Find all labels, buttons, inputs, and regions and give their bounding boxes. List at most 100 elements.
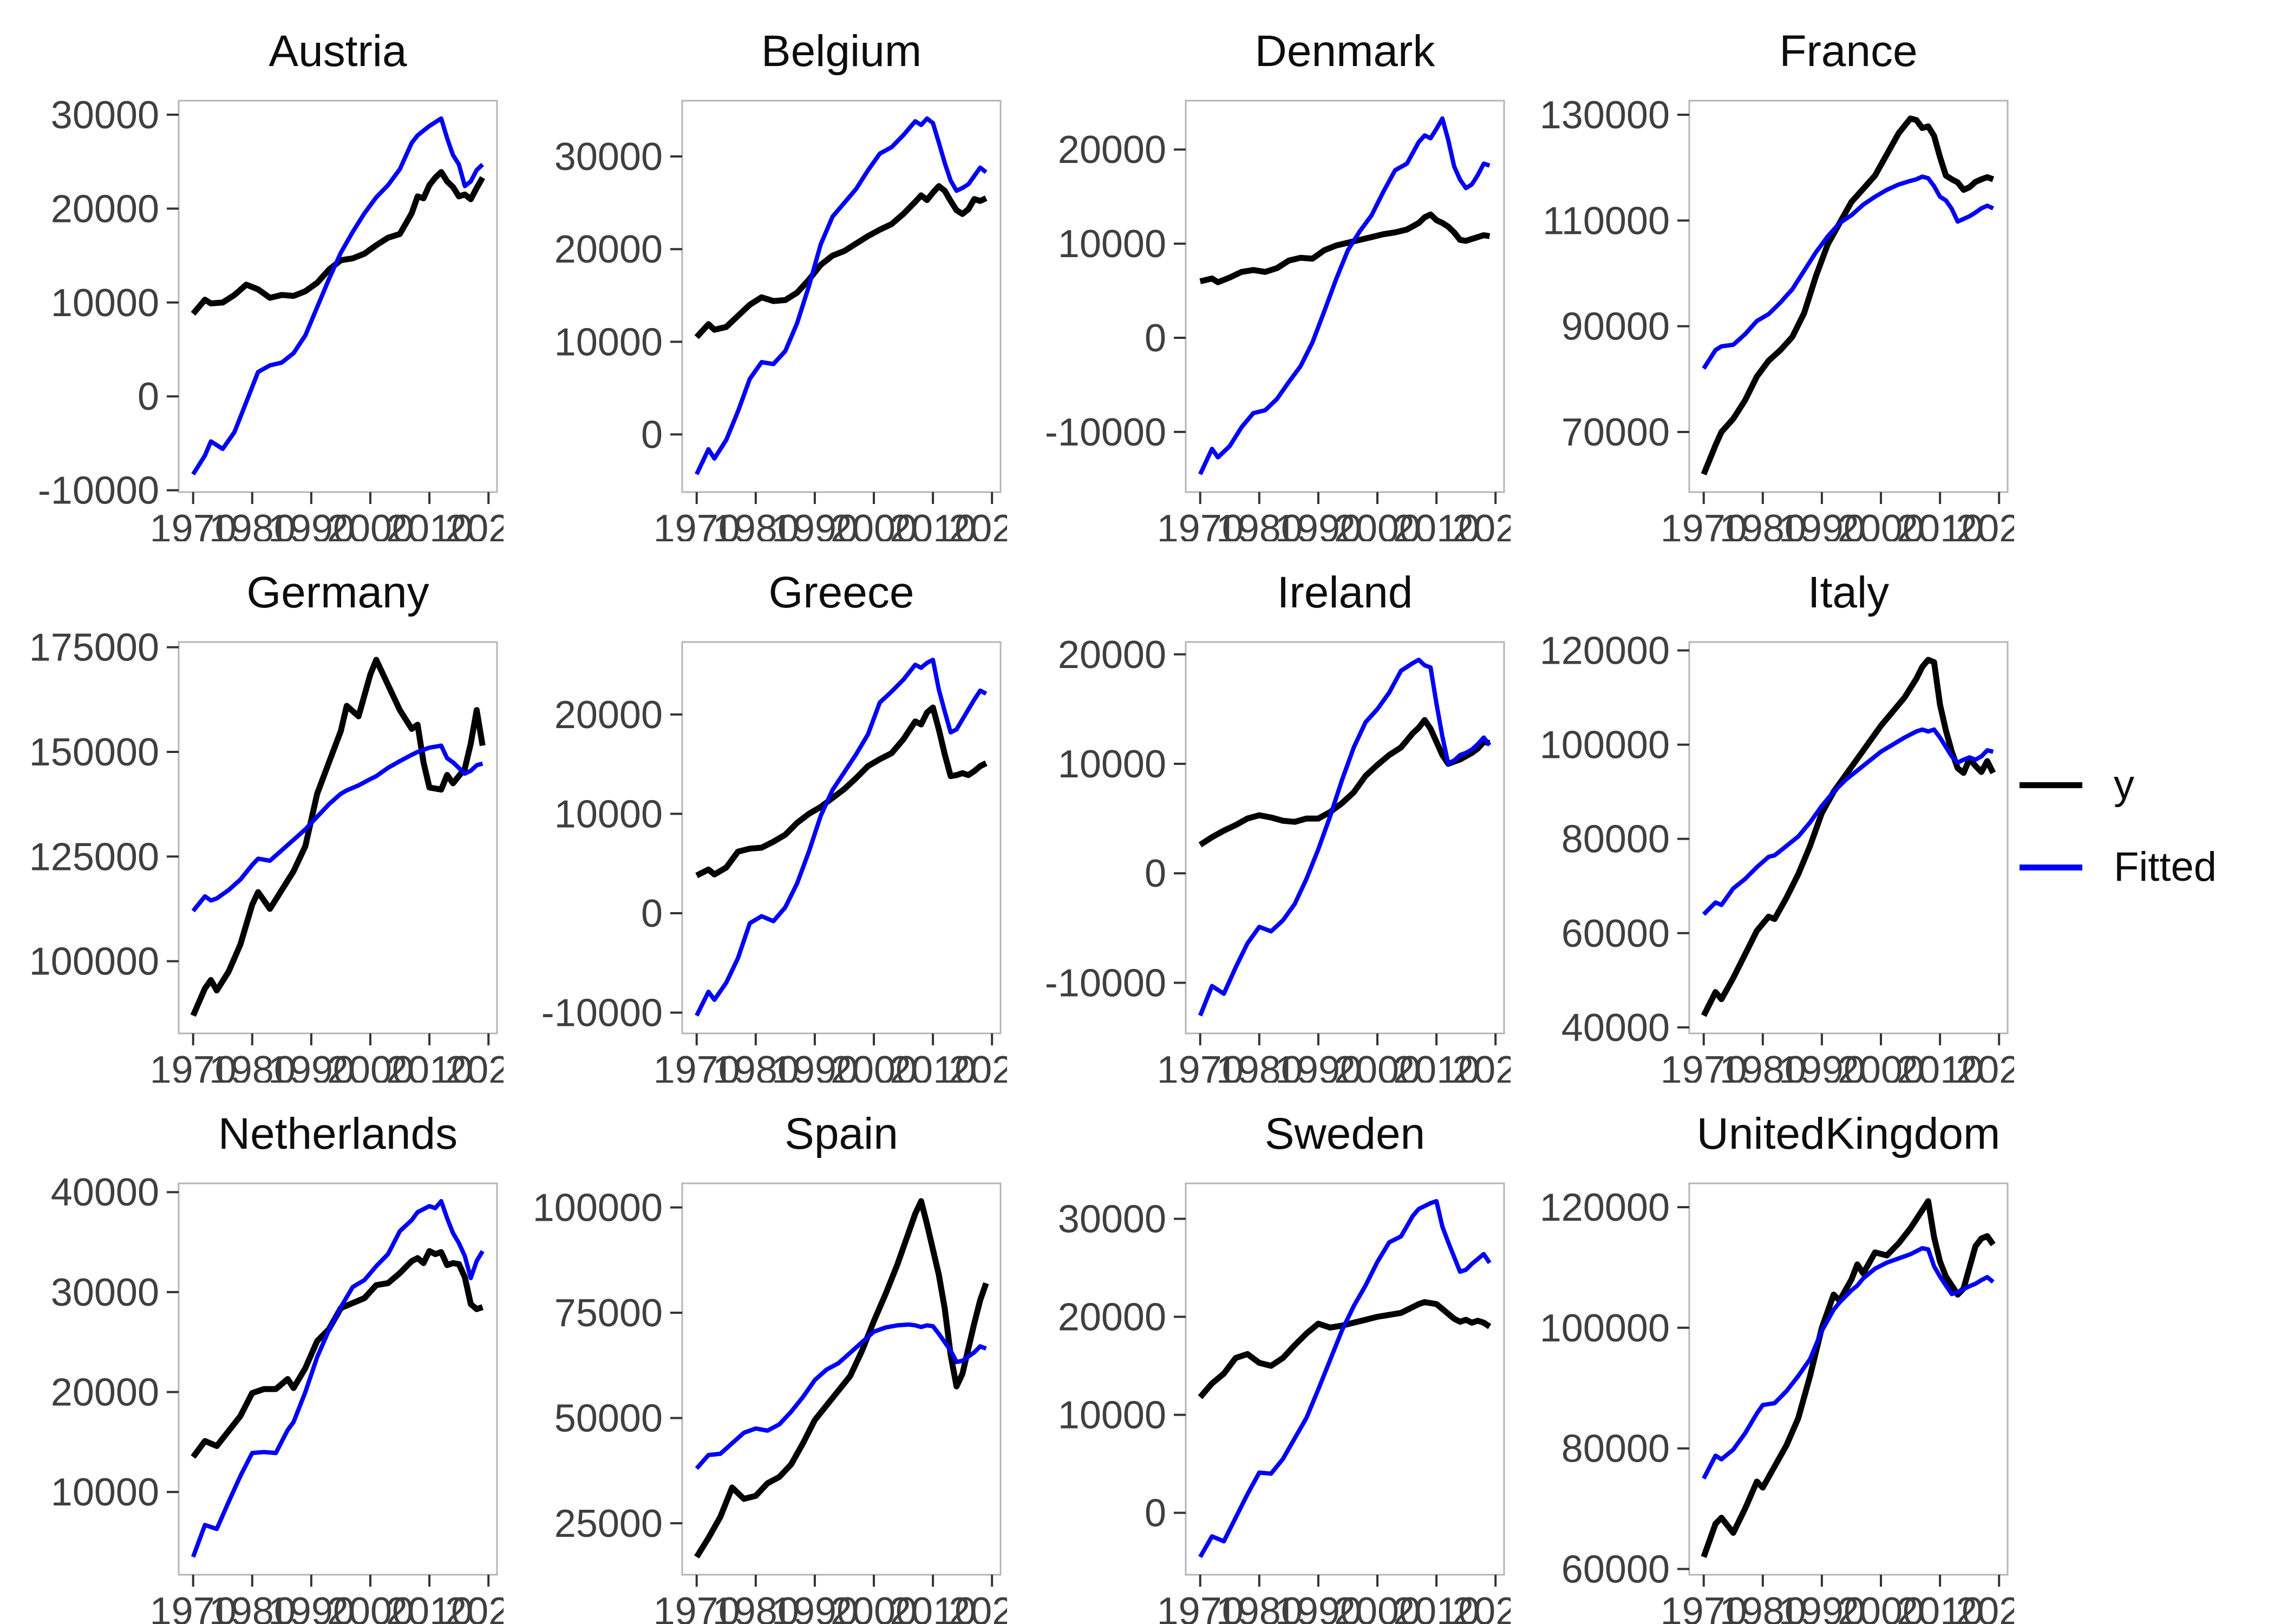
- y-tick-label: 30000: [554, 135, 663, 179]
- x-tick-label: 2000: [831, 1049, 917, 1083]
- x-tick-label: 2010: [1393, 507, 1480, 541]
- x-tick-label: 2020: [1956, 1590, 2014, 1624]
- series-line-fitted: [191, 116, 485, 476]
- x-tick-label: 1990: [772, 1049, 858, 1083]
- y-tick-label: 20000: [51, 187, 159, 231]
- x-tick-label: 1990: [1275, 1049, 1362, 1083]
- facet-plot: Denmark -10000 0 10000 20000 1970198019902000…: [1045, 27, 1511, 541]
- y-tick-label: 10000: [1058, 222, 1166, 266]
- facet-austria: Austria -10000 0 10000 20000 30000 1970 1980 199…: [0, 0, 504, 541]
- panel-border: [1688, 1182, 2009, 1576]
- x-tick-label: 1970: [1157, 507, 1244, 541]
- x-tick-label: 2010: [1897, 1049, 1983, 1083]
- x-tick-label: 2010: [386, 507, 473, 541]
- series-line-y: [1701, 657, 1996, 1017]
- facet-title: Netherlands: [218, 1109, 458, 1158]
- x-tick-label: 1980: [713, 1049, 799, 1083]
- facet-title: Denmark: [1255, 27, 1436, 76]
- facet-grid: Austria -10000 0 10000 20000 30000 1970 1980 199…: [0, 0, 2014, 1624]
- series-line-y: [1198, 1299, 1492, 1399]
- y-tick-label: 0: [138, 375, 159, 418]
- x-tick-label: 1980: [1720, 1049, 1806, 1083]
- facet-title: Sweden: [1265, 1109, 1425, 1158]
- facet-plot: Ireland -10000 0 10000 20000 1970198019902000…: [1045, 568, 1511, 1083]
- y-tick-label: 150000: [29, 731, 159, 774]
- x-tick-label: 2000: [327, 507, 414, 541]
- facet-italy: Italy 40000 60000 80000 100000 120000 1970 1980…: [1511, 541, 2014, 1083]
- facet-plot: Italy 40000 60000 80000 100000 120000 19701980…: [1540, 568, 2014, 1083]
- legend-label-y: y: [2114, 762, 2134, 808]
- facet-plot: Austria -10000 0 10000 20000 30000 19701980199…: [38, 27, 504, 541]
- legend-key-fitted-line: [2020, 864, 2082, 870]
- legend-label-fitted: Fitted: [2114, 844, 2217, 890]
- y-tick-label: 30000: [1058, 1197, 1166, 1241]
- y-tick-label: 20000: [51, 1371, 159, 1415]
- x-tick-label: 1990: [1779, 507, 1865, 541]
- x-tick-label: 2020: [445, 507, 504, 541]
- x-tick-label: 1970: [150, 507, 237, 541]
- y-tick-label: -10000: [1045, 411, 1166, 454]
- x-tick-label: 1980: [1216, 1049, 1303, 1083]
- facet-germany: Germany 100000 125000 150000 175000 1970 1980 1…: [0, 541, 504, 1083]
- facet-spain: Spain 25000 50000 75000 100000 1970 1980 1990 20…: [504, 1083, 1007, 1624]
- legend-item-y: y: [2020, 758, 2274, 812]
- facet-plot: Sweden0100002000030000197019801990200020…: [1058, 1109, 1511, 1624]
- series-line-y: [694, 1198, 989, 1559]
- facet-title: Ireland: [1277, 568, 1413, 617]
- facet-plot: Germany 100000 125000 150000 175000 197019801…: [29, 568, 504, 1083]
- x-tick-label: 1990: [772, 1590, 858, 1624]
- x-tick-label: 1970: [654, 1049, 740, 1083]
- y-tick-label: 0: [641, 414, 663, 457]
- x-tick-label: 1980: [1216, 507, 1303, 541]
- y-tick-label: 120000: [1540, 1186, 1670, 1229]
- panel-border: [1688, 100, 2009, 493]
- y-tick-label: 175000: [29, 626, 159, 670]
- series-line-fitted: [191, 1199, 485, 1558]
- facet-title: Belgium: [761, 27, 922, 76]
- x-tick-label: 2000: [327, 1049, 414, 1083]
- y-tick-label: 80000: [1561, 1427, 1670, 1471]
- x-tick-label: 2000: [1334, 1590, 1421, 1624]
- series-line-fitted: [1198, 657, 1492, 1017]
- legend-item-fitted: Fitted: [2020, 840, 2274, 894]
- panel-border: [681, 1182, 1002, 1576]
- y-tick-label: 125000: [29, 835, 159, 879]
- x-tick-label: 2020: [445, 1049, 504, 1083]
- x-tick-label: 2020: [1452, 507, 1511, 541]
- x-tick-label: 1980: [713, 507, 799, 541]
- y-tick-label: 10000: [51, 1471, 159, 1514]
- facet-title: Austria: [269, 27, 407, 76]
- y-tick-label: 10000: [1058, 743, 1166, 786]
- y-tick-label: 100000: [533, 1187, 663, 1230]
- x-tick-label: 1970: [1661, 1590, 1747, 1624]
- x-tick-label: 2010: [1897, 507, 1983, 541]
- y-tick-label: 20000: [1058, 1296, 1166, 1339]
- x-tick-label: 1990: [1275, 1590, 1362, 1624]
- y-tick-label: 25000: [554, 1502, 663, 1546]
- y-tick-label: 10000: [554, 793, 663, 836]
- facet-belgium: Belgium 0 10000 20000 30000 1970 1980 1990 2000 2…: [504, 0, 1007, 541]
- y-tick-label: 30000: [51, 94, 159, 137]
- x-tick-label: 1990: [1275, 507, 1362, 541]
- x-tick-label: 2010: [890, 1049, 976, 1083]
- x-tick-label: 1970: [1157, 1590, 1244, 1624]
- y-tick-label: -10000: [1045, 961, 1166, 1005]
- x-tick-label: 2010: [1393, 1590, 1480, 1624]
- panel-border: [1688, 641, 2009, 1034]
- series-line-fitted: [1198, 116, 1491, 475]
- series-line-y: [191, 169, 486, 316]
- series-line-fitted: [1702, 727, 1994, 916]
- y-tick-label: 100000: [29, 940, 159, 984]
- series-line-y: [1701, 115, 1995, 476]
- y-tick-label: 50000: [554, 1397, 663, 1440]
- y-tick-label: 40000: [51, 1171, 159, 1214]
- y-tick-label: 20000: [554, 228, 663, 271]
- y-tick-label: 60000: [1561, 912, 1670, 955]
- series-line-fitted: [1702, 1246, 1995, 1480]
- y-tick-label: 20000: [1058, 633, 1166, 677]
- x-tick-label: 2000: [1838, 1590, 1924, 1624]
- x-tick-label: 1980: [209, 1049, 296, 1083]
- x-tick-label: 2010: [386, 1590, 473, 1624]
- x-tick-label: 2000: [1838, 507, 1924, 541]
